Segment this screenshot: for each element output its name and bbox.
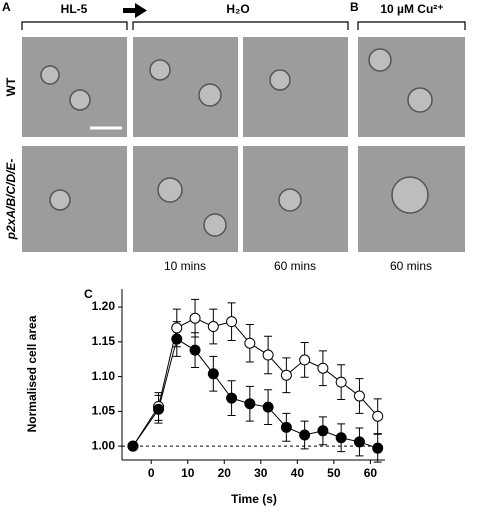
x-axis-label: Time (s) (231, 492, 277, 506)
condition: H₂O (226, 2, 249, 16)
data-point (335, 376, 347, 388)
data-point (153, 403, 165, 415)
data-point (299, 354, 311, 366)
y-tick-label: 1.00 (92, 438, 116, 452)
row-label: WT (4, 77, 18, 96)
micrographs (22, 37, 465, 252)
panel-label: A (2, 0, 11, 14)
panel-label: C (84, 287, 93, 301)
brackets (21, 21, 466, 30)
data-point (171, 333, 183, 345)
data-point (189, 344, 201, 356)
data-point (335, 432, 347, 444)
data-point (171, 322, 183, 334)
y-tick-label: 1.20 (92, 299, 116, 313)
data-point (317, 362, 329, 374)
data-point (299, 429, 311, 441)
data-point (262, 401, 274, 413)
time-label: 60 mins (274, 259, 316, 273)
time-label: 60 mins (390, 259, 432, 273)
data-point (244, 398, 256, 410)
x-tick-label: 0 (148, 466, 155, 480)
data-point (207, 321, 219, 333)
x-tick-label: 60 (364, 466, 378, 480)
data-point (226, 392, 238, 404)
x-tick-label: 40 (291, 466, 305, 480)
data-point (353, 390, 365, 402)
x-tick-label: 10 (181, 466, 195, 480)
y-tick-label: 1.15 (92, 334, 116, 348)
y-axis-label: Normalised cell area (25, 315, 39, 432)
data-point (317, 425, 329, 437)
time-label: 10 mins (164, 259, 206, 273)
data-point (372, 442, 384, 454)
data-point (262, 349, 274, 361)
x-tick-label: 30 (254, 466, 268, 480)
condition: 10 µM Cu²⁺ (380, 2, 443, 16)
data-point (244, 337, 256, 349)
y-tick-label: 1.10 (92, 369, 116, 383)
data-point (280, 421, 292, 433)
data-point (226, 316, 238, 328)
y-tick-label: 1.05 (92, 404, 116, 418)
x-tick-label: 50 (327, 466, 341, 480)
arrow (123, 3, 147, 18)
data-point (280, 369, 292, 381)
data-point (207, 368, 219, 380)
data-point (372, 410, 384, 422)
x-tick-label: 20 (218, 466, 232, 480)
data-point (127, 440, 139, 452)
panel-label: B (350, 0, 359, 14)
row-label: p2xA/B/C/D/E- (4, 159, 18, 241)
data-point (189, 312, 201, 324)
data-point (353, 436, 365, 448)
condition: HL-5 (61, 2, 88, 16)
